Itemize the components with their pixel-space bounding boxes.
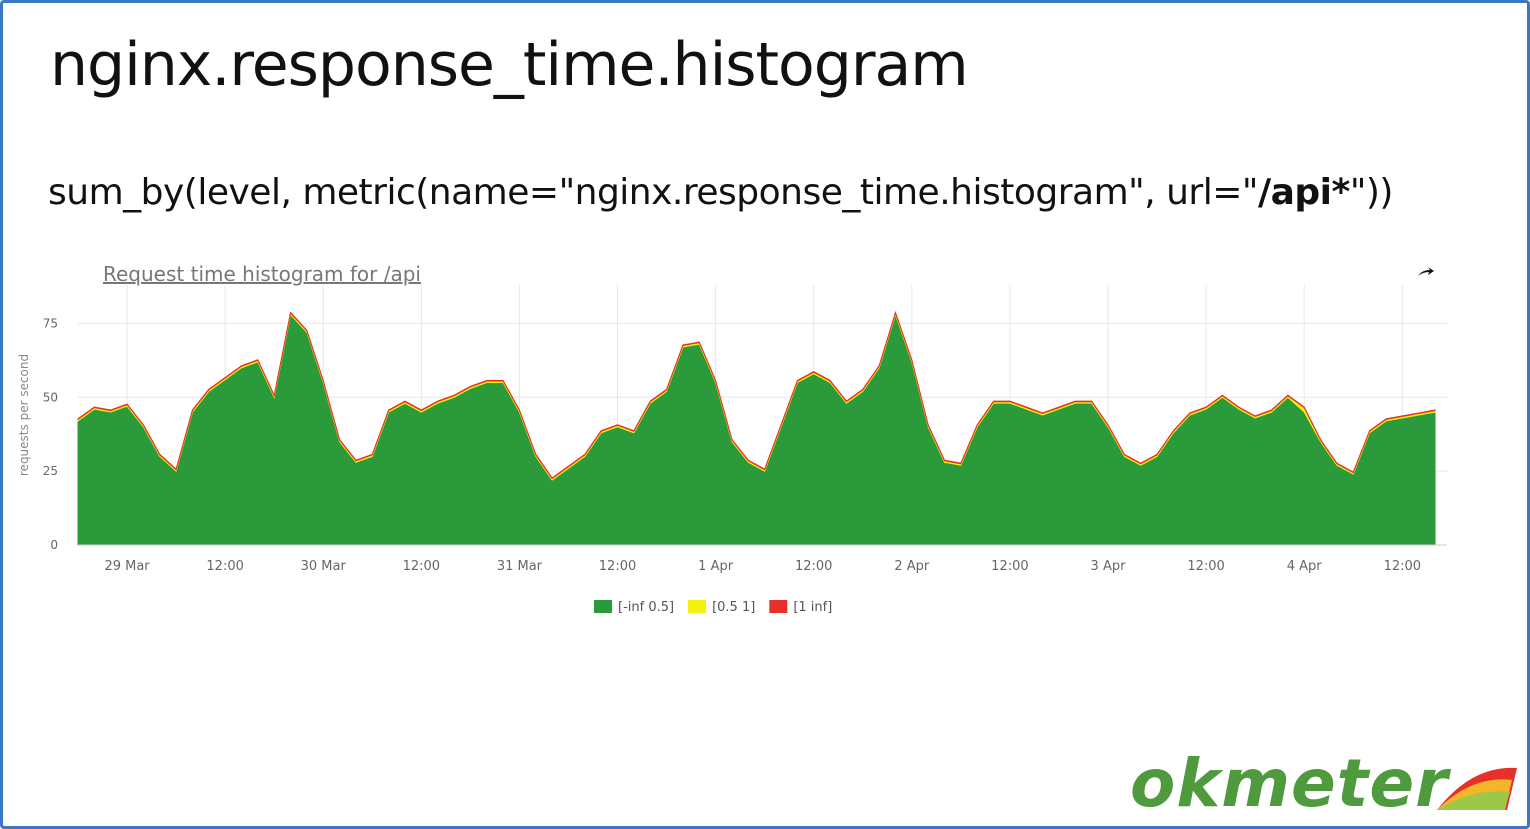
y-tick-label: 25 xyxy=(43,464,58,478)
y-tick-label: 0 xyxy=(50,538,58,552)
x-tick-label: 30 Mar xyxy=(301,559,347,574)
x-tick-label: 1 Apr xyxy=(698,559,734,574)
logo: okmeter xyxy=(1130,745,1449,822)
legend-swatch xyxy=(769,600,788,613)
x-tick-label: 12:00 xyxy=(599,559,636,574)
query-part: ")) xyxy=(1349,172,1394,213)
x-tick-label: 3 Apr xyxy=(1091,559,1127,574)
legend-swatch xyxy=(594,600,612,613)
query-part: sum_by(level, metric(name="nginx.respons… xyxy=(48,172,1258,213)
x-tick-label: 29 Mar xyxy=(104,559,150,574)
query: sum_by(level, metric(name="nginx.respons… xyxy=(48,172,1393,213)
legend-swatch xyxy=(688,600,707,613)
x-tick-label: 4 Apr xyxy=(1287,559,1323,574)
share-icon[interactable] xyxy=(1418,267,1434,276)
area xyxy=(77,312,1436,546)
x-tick-label: 12:00 xyxy=(1187,559,1224,574)
legend-label: [0.5 1] xyxy=(712,600,755,615)
x-tick-label: 12:00 xyxy=(795,559,832,574)
y-tick-label: 75 xyxy=(43,316,58,330)
x-tick-label: 12:00 xyxy=(991,559,1028,574)
x-tick-label: 2 Apr xyxy=(894,559,930,574)
legend-label: [1 inf] xyxy=(793,600,832,615)
x-tick-label: 12:00 xyxy=(1384,559,1421,574)
x-tick-label: 31 Mar xyxy=(497,559,543,574)
query-part: /api* xyxy=(1257,172,1350,213)
y-axis-label: requests per second xyxy=(17,354,31,476)
x-tick-label: 12:00 xyxy=(206,559,243,574)
chart-title[interactable]: Request time histogram for /api xyxy=(103,262,421,286)
logo-mark xyxy=(1437,767,1517,810)
slide-title: nginx.response_time.histogram xyxy=(50,30,969,100)
x-tick-label: 12:00 xyxy=(403,559,440,574)
legend-label: [-inf 0.5] xyxy=(618,600,674,615)
y-tick-label: 50 xyxy=(43,390,58,404)
area xyxy=(77,310,1436,480)
